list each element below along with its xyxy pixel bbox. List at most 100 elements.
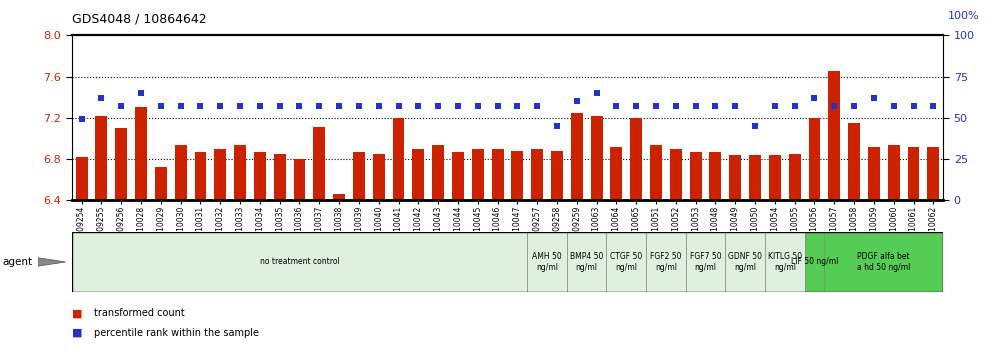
Point — [529, 103, 545, 109]
Point — [925, 103, 941, 109]
Bar — [685, 232, 725, 292]
Bar — [314, 127, 326, 200]
Bar — [116, 128, 127, 200]
Bar — [135, 107, 147, 200]
Point — [569, 98, 585, 104]
Point — [905, 103, 921, 109]
Text: agent: agent — [2, 257, 32, 267]
Point — [390, 103, 406, 109]
Polygon shape — [38, 258, 66, 266]
Bar — [887, 145, 899, 200]
Point — [450, 103, 466, 109]
Bar — [709, 152, 721, 200]
Bar — [392, 118, 404, 200]
Bar — [611, 147, 622, 200]
Bar — [789, 154, 801, 200]
Bar — [650, 145, 662, 200]
Point — [767, 103, 783, 109]
Point — [371, 103, 386, 109]
Bar — [472, 149, 484, 200]
Bar — [809, 118, 821, 200]
Text: no treatment control: no treatment control — [260, 257, 340, 267]
Point — [668, 103, 684, 109]
Bar — [531, 149, 543, 200]
Point — [847, 103, 863, 109]
Bar — [927, 147, 939, 200]
Bar — [72, 232, 527, 292]
Point — [152, 103, 168, 109]
Point — [114, 103, 129, 109]
Bar — [373, 154, 384, 200]
Bar — [274, 154, 286, 200]
Bar — [571, 113, 583, 200]
Text: GDS4048 / 10864642: GDS4048 / 10864642 — [72, 12, 206, 25]
Bar — [96, 116, 108, 200]
Bar — [254, 152, 266, 200]
Bar — [829, 72, 841, 200]
Bar — [907, 147, 919, 200]
Text: LIF 50 ng/ml: LIF 50 ng/ml — [791, 257, 839, 267]
Bar — [76, 157, 88, 200]
Bar — [551, 151, 563, 200]
Text: CTGF 50
ng/ml: CTGF 50 ng/ml — [611, 252, 642, 272]
Point — [589, 90, 605, 96]
Text: PDGF alfa bet
a hd 50 ng/ml: PDGF alfa bet a hd 50 ng/ml — [858, 252, 910, 272]
Point — [430, 103, 446, 109]
Point — [490, 103, 506, 109]
Bar — [825, 232, 943, 292]
Bar — [214, 149, 226, 200]
Point — [747, 123, 763, 129]
Bar — [174, 145, 186, 200]
Bar — [749, 155, 761, 200]
Bar — [333, 194, 345, 200]
Point — [331, 103, 347, 109]
Text: ■: ■ — [72, 308, 83, 318]
Bar — [527, 232, 567, 292]
Point — [687, 103, 703, 109]
Bar — [194, 152, 206, 200]
Point — [351, 103, 367, 109]
Bar — [769, 155, 781, 200]
Text: FGF2 50
ng/ml: FGF2 50 ng/ml — [650, 252, 681, 272]
Point — [549, 123, 565, 129]
Text: FGF7 50
ng/ml: FGF7 50 ng/ml — [689, 252, 721, 272]
Bar — [567, 232, 607, 292]
Point — [252, 103, 268, 109]
Bar — [729, 155, 741, 200]
Bar — [234, 145, 246, 200]
Bar — [805, 232, 825, 292]
Bar — [689, 152, 701, 200]
Bar — [432, 145, 444, 200]
Point — [133, 90, 149, 96]
Bar — [849, 123, 860, 200]
Bar — [868, 147, 879, 200]
Point — [312, 103, 328, 109]
Text: AMH 50
ng/ml: AMH 50 ng/ml — [532, 252, 562, 272]
Bar — [452, 152, 464, 200]
Bar — [353, 152, 365, 200]
Text: ■: ■ — [72, 328, 83, 338]
Text: BMP4 50
ng/ml: BMP4 50 ng/ml — [570, 252, 604, 272]
Text: percentile rank within the sample: percentile rank within the sample — [94, 328, 259, 338]
Bar — [155, 167, 166, 200]
Point — [885, 103, 901, 109]
Point — [192, 103, 208, 109]
Text: transformed count: transformed count — [94, 308, 184, 318]
Point — [272, 103, 288, 109]
Bar — [607, 232, 646, 292]
Text: 100%: 100% — [948, 11, 980, 21]
Point — [74, 116, 90, 122]
Point — [787, 103, 803, 109]
Point — [94, 95, 110, 101]
Bar — [511, 151, 523, 200]
Bar — [630, 118, 642, 200]
Bar — [670, 149, 681, 200]
Point — [212, 103, 228, 109]
Point — [727, 103, 743, 109]
Bar — [492, 149, 504, 200]
Point — [232, 103, 248, 109]
Bar — [646, 232, 685, 292]
Point — [172, 103, 188, 109]
Bar — [725, 232, 765, 292]
Bar — [765, 232, 805, 292]
